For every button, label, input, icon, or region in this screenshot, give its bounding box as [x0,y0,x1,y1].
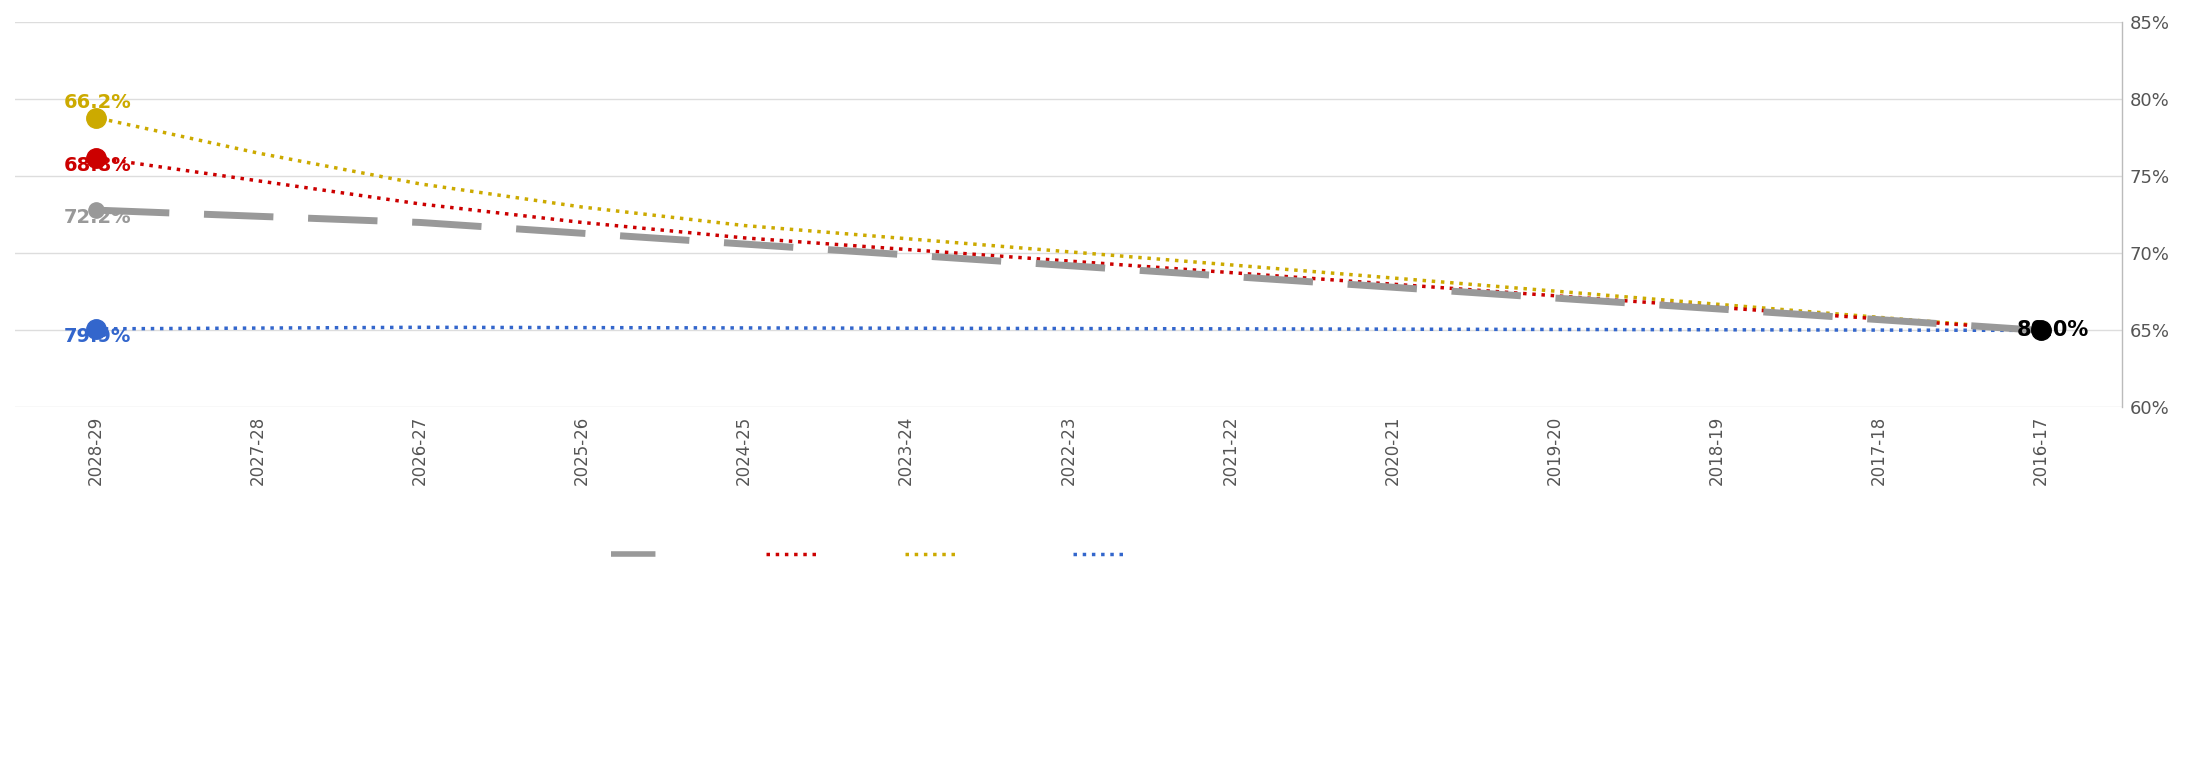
Text: 79.9%: 79.9% [63,327,131,346]
Text: 80.0%: 80.0% [2017,320,2089,340]
Text: 68.8%: 68.8% [63,156,131,175]
Text: 72.2%: 72.2% [63,208,131,227]
Legend: Overall, Black, Hispanic, White: Overall, Black, Hispanic, White [603,539,1195,572]
Text: 66.2%: 66.2% [63,93,131,112]
